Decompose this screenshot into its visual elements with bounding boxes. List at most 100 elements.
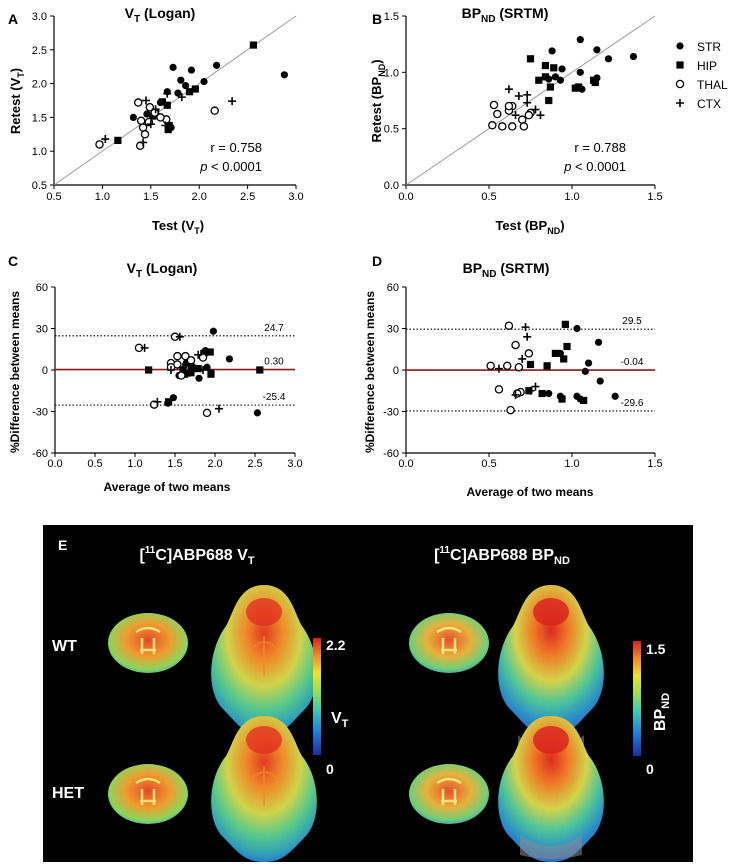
panel-d-y-tick-label: 60: [387, 282, 399, 294]
brain-coronal-wt-bpnd: [409, 613, 489, 673]
panel-d-point-thal: [506, 405, 515, 415]
panel-a-point-ctx: [161, 121, 170, 130]
legend-marker-ctx: [676, 99, 684, 107]
row-label-het: HET: [52, 785, 84, 802]
brain-axial-het-vt: [211, 716, 317, 862]
panel-d-ylabel: %Difference between means: [363, 291, 377, 453]
panel-b-point-ctx: [531, 105, 540, 114]
panel-b-point-hip: [541, 73, 550, 81]
panel-d-point-hip: [538, 389, 546, 398]
panel-d-y-tick-label: -30: [383, 407, 399, 419]
legend-label-thal: THAL: [697, 78, 728, 92]
panel-a-y-tick-label: 1.0: [32, 146, 47, 158]
panel-a-point-ctx: [177, 93, 186, 102]
panel-d-point-ctx: [523, 332, 532, 341]
panel-c-x-tick-label: 0.5: [87, 458, 102, 470]
panel-d-x-tick-label: 0.0: [398, 458, 413, 470]
panel-d-point-thal: [524, 349, 534, 358]
panel-c-y-tick-label: 30: [36, 324, 48, 336]
panel-c-point-thal: [173, 351, 182, 361]
panel-d-point-ctx: [526, 386, 535, 395]
panel-a-x-tick-label: 2.0: [192, 191, 207, 203]
panel-b-title: BPND (SRTM): [462, 5, 549, 25]
panel-d-y-tick-label: -60: [383, 448, 399, 460]
panel-b-point-hip: [541, 61, 550, 70]
panel-b-point-hip: [550, 64, 558, 72]
panel-b-point-ctx: [536, 111, 545, 120]
panel-a-point-hip: [158, 98, 167, 106]
panel-b-point-hip: [546, 83, 555, 91]
panel-b-x-tick-label: 0.0: [398, 191, 413, 203]
brain-coronal-het-vt: [108, 764, 188, 824]
colorbar-vt-max: 2.2: [326, 637, 346, 653]
panel-c: C VT (Logan) 0.0 0.5 1.0 1.5 2.0 2.5 3.0 60 30 0 -…: [8, 253, 303, 494]
colorbar-vt-min: 0: [326, 761, 334, 777]
colorbar-bpnd: [633, 641, 641, 756]
panel-c-point-ctx: [179, 363, 187, 372]
panel-b-point-ctx: [523, 90, 532, 99]
panel-a-x-tick-label: 1.0: [95, 191, 110, 203]
panel-d-point-hip: [580, 396, 588, 405]
row-label-wt: WT: [52, 638, 77, 655]
panel-c-point-hip: [145, 366, 153, 374]
panel-a-x-tick-label: 3.0: [288, 191, 303, 203]
panel-d-letter: D: [372, 253, 382, 269]
panel-b-point-hip: [526, 55, 535, 63]
panel-c-point-hip: [256, 366, 264, 374]
panel-d-point-str: [611, 392, 619, 400]
panel-a-y-tick-label: 2.5: [32, 45, 47, 57]
panel-a-point-str: [213, 61, 221, 69]
panel-d-point-thal: [514, 362, 524, 372]
panel-d-point-hip: [561, 320, 569, 328]
panel-d-point-str: [585, 359, 593, 367]
panel-d-ref-label: -29.6: [621, 398, 644, 409]
panel-d-point-ctx: [518, 354, 527, 363]
panel-d-point-thal: [503, 361, 512, 371]
panel-a-point-str: [174, 89, 182, 97]
panel-a-point-thal: [156, 113, 165, 122]
panel-d-point-thal: [511, 340, 520, 350]
panel-a-point-thal: [138, 123, 148, 132]
panel-b-point-hip: [545, 96, 553, 105]
panel-b-identity-line: [405, 15, 656, 186]
panel-a-point-hip: [114, 136, 122, 144]
panel-d-point-ctx: [511, 390, 520, 399]
panel-a-point-thal: [145, 103, 155, 112]
panel-b-xlabel: Test (BPND): [495, 218, 564, 236]
panel-a-point-str: [143, 110, 151, 118]
panel-d-point-hip: [563, 342, 571, 351]
brain-axial-wt-vt: [211, 585, 317, 736]
panel-b-point-str: [593, 46, 601, 54]
panel-d-point-hip: [543, 362, 551, 370]
colorbar-bpnd-label: BPND: [652, 693, 672, 731]
colorbar-bpnd-max: 1.5: [646, 641, 666, 657]
panel-c-letter: C: [8, 253, 18, 269]
panel-c-x-tick-label: 2.5: [247, 458, 262, 470]
panel-d-point-str: [573, 324, 581, 333]
panel-b-p-value: p < 0.0001: [563, 159, 626, 174]
panel-b-point-thal: [517, 115, 527, 124]
panel-a-point-str: [280, 71, 288, 79]
panel-c-point-hip: [188, 363, 196, 371]
panel-a-point-str: [200, 77, 208, 86]
panel-b-point-str: [629, 52, 638, 61]
panel-a-y-tick-label: 2.0: [32, 79, 47, 91]
panel-a-point-ctx: [101, 135, 110, 144]
panel-b-point-thal: [489, 100, 499, 110]
panel-d-ref-label: -0.04: [621, 357, 644, 368]
panel-a-x-tick-label: 0.5: [46, 191, 61, 203]
panel-d-x-tick-label: 1.0: [564, 458, 579, 470]
panel-d-y-tick-label: 0: [393, 365, 399, 377]
brain-coronal-het-bpnd: [409, 764, 489, 824]
panel-a-point-str: [187, 66, 196, 74]
panel-d-point-hip: [526, 360, 535, 369]
panel-d-x-tick-label: 1.5: [647, 458, 662, 470]
panel-b-point-ctx: [504, 85, 513, 94]
panel-a-p-value: p < 0.0001: [199, 159, 262, 174]
panel-c-x-tick-label: 1.0: [127, 458, 142, 470]
panel-c-point-thal: [202, 408, 212, 418]
panel-d-point-ctx: [531, 382, 540, 391]
panel-a-point-str: [182, 82, 190, 90]
panel-b-x-tick-label: 1.0: [564, 191, 579, 203]
panel-c-point-str: [203, 363, 211, 371]
